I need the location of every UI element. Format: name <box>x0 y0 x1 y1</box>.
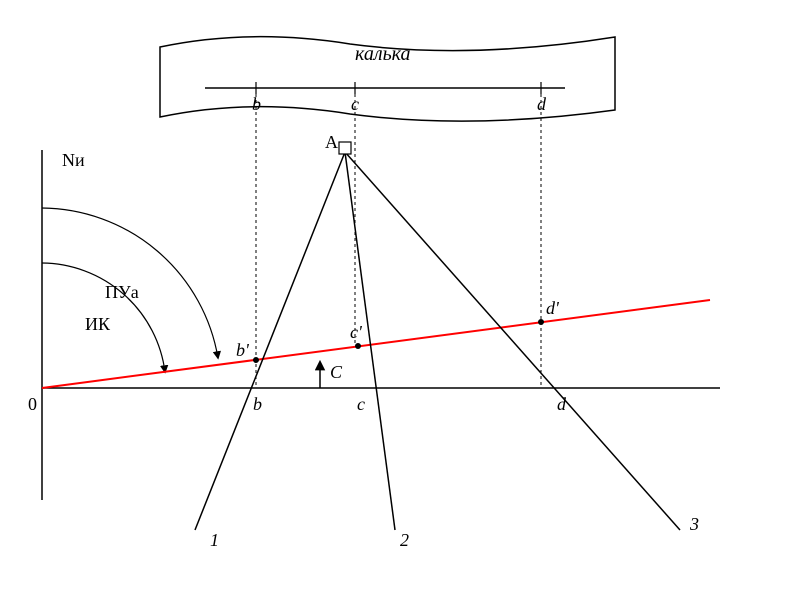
d-prime-label: d' <box>546 298 560 318</box>
dashed-connectors <box>256 88 541 388</box>
point-a: А <box>325 132 351 154</box>
origin-label: 0 <box>28 394 37 414</box>
tracing-paper-title: калька <box>355 43 411 65</box>
y-axis-label: Nи <box>62 150 85 170</box>
b-prime-label: b' <box>236 340 250 360</box>
axis-b-label: b <box>253 394 262 414</box>
point-a-label: А <box>325 132 338 152</box>
pua-label: ПУа <box>105 282 139 302</box>
paper-tick-d-label: d <box>537 94 547 114</box>
prime-points: b' c' d' <box>236 298 560 363</box>
ray2-label: 2 <box>400 530 409 550</box>
geometry-diagram: калька b c d Nи 0 ИК ПУа 1 2 3 <box>0 0 800 600</box>
axis-c-label: c <box>357 394 365 414</box>
axes <box>42 150 720 500</box>
c-arrow-label: С <box>330 362 343 382</box>
red-line <box>42 300 710 388</box>
rays <box>195 152 680 530</box>
tracing-paper: калька b c d <box>160 37 615 121</box>
ray1-label: 1 <box>210 530 219 550</box>
ik-label: ИК <box>85 314 111 334</box>
angle-arcs: ИК ПУа <box>42 208 218 372</box>
c-prime-label: c' <box>350 322 363 342</box>
axis-d-label: d <box>557 394 567 414</box>
ray3-label: 3 <box>689 514 699 534</box>
c-arrow: С <box>320 362 343 388</box>
